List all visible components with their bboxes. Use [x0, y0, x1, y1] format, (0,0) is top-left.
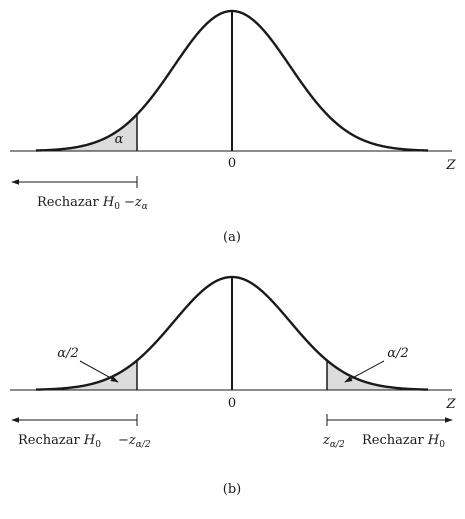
- reject-label-left-b: Rechazar H0: [18, 433, 101, 450]
- reject-label-right-b: Rechazar H0: [362, 433, 445, 450]
- rejection-region-right-b: [327, 360, 428, 390]
- panel-b: α/2 α/2 0 Z Rechazar H0 −zα/2 zα/2 Recha…: [10, 275, 456, 497]
- reject-label-a: Rechazar H0: [37, 195, 120, 212]
- zero-label-b: 0: [228, 396, 236, 411]
- critical-value-label-right-b: zα/2: [322, 433, 345, 450]
- alpha-half-label-right: α/2: [387, 346, 408, 361]
- rejection-region-left-b: [36, 360, 137, 390]
- caption-b: (b): [223, 482, 241, 497]
- z-axis-label-a: Z: [445, 158, 456, 173]
- critical-value-label-left-b: −zα/2: [118, 433, 151, 450]
- alpha-label: α: [115, 132, 124, 147]
- rejection-region-left-a: [36, 114, 137, 151]
- alpha-half-pointer-left: [79, 360, 119, 383]
- caption-a: (a): [223, 230, 241, 245]
- alpha-half-pointer-right: [344, 360, 385, 383]
- critical-value-label-a: −zα: [124, 195, 148, 212]
- panel-a: α 0 Z Rechazar H0 −zα (a): [10, 9, 456, 245]
- zero-label-a: 0: [228, 156, 236, 171]
- z-axis-label-b: Z: [445, 397, 456, 412]
- alpha-half-label-left: α/2: [57, 346, 78, 361]
